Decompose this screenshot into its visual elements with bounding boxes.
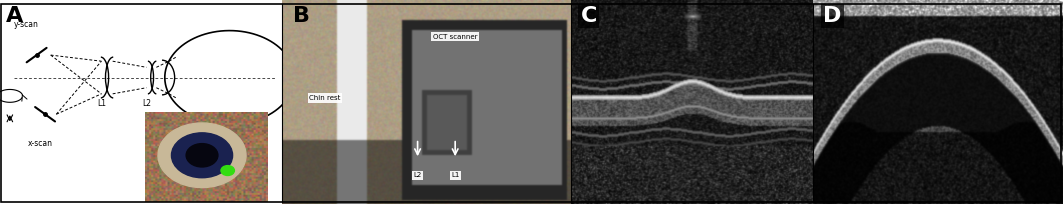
Text: L1: L1: [98, 99, 106, 108]
Text: B: B: [293, 6, 310, 26]
Text: Chin rest: Chin rest: [309, 95, 341, 101]
Circle shape: [221, 166, 235, 175]
Circle shape: [171, 133, 233, 178]
Text: L2: L2: [414, 172, 422, 178]
Text: C: C: [580, 6, 597, 26]
Text: OCT scanner: OCT scanner: [433, 34, 477, 40]
Text: x-scan: x-scan: [28, 139, 53, 148]
Text: L1: L1: [451, 172, 459, 178]
Text: A: A: [5, 6, 23, 26]
Text: L2: L2: [142, 99, 152, 108]
Text: D: D: [823, 6, 842, 26]
Text: y-scan: y-scan: [14, 20, 39, 29]
Circle shape: [186, 144, 218, 167]
Circle shape: [158, 123, 246, 188]
